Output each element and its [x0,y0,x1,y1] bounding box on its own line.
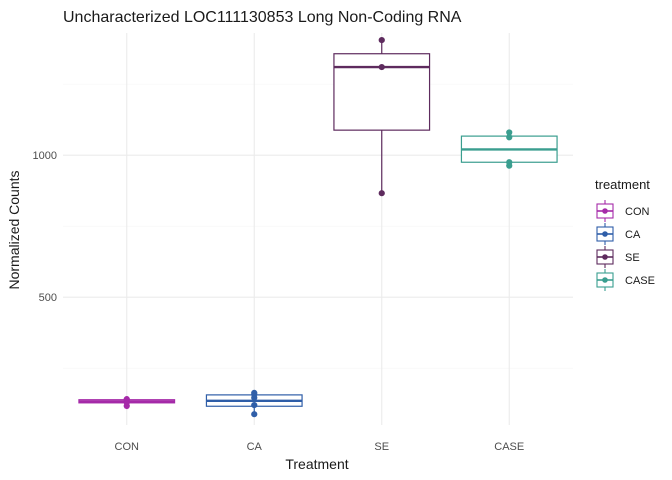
x-tick-label: CA [247,441,263,453]
legend-title: treatment [595,177,650,192]
legend-item-se: SE [596,246,640,268]
data-point-se [378,37,385,44]
data-point-case [506,134,513,141]
y-axis-title: Normalized Counts [6,170,22,289]
data-point-ca [251,389,258,397]
x-tick-label: CASE [494,441,524,453]
y-tick-label: 500 [39,292,57,304]
x-axis-title: Treatment [285,456,348,472]
data-point-case [506,159,513,166]
data-point-case [506,129,513,136]
boxplot-se [333,40,431,194]
y-axis-ticks: 500 1000 [33,150,57,304]
boxplots [78,40,558,415]
data-point-con [123,396,130,403]
legend-label: CA [625,229,641,241]
legend-label: CON [625,206,650,218]
legend-label: SE [625,252,640,264]
legend-item-con: CON [596,200,650,222]
legend-key-point [602,277,608,283]
data-points [123,37,513,418]
legend-key-point [602,208,608,214]
data-point-ca [251,411,258,418]
data-point-se [378,63,385,71]
legend-key-point [602,231,608,237]
legend-label: CASE [625,275,655,287]
data-point-ca [251,402,258,409]
x-axis-ticks: CON CA SE CASE [115,441,525,453]
boxplot-case [460,132,558,166]
legend-item-ca: CA [596,223,641,245]
y-tick-label: 1000 [33,150,57,162]
x-tick-label: CON [115,441,140,453]
chart-title: Uncharacterized LOC111130853 Long Non-Co… [63,9,462,26]
x-tick-label: SE [374,441,389,453]
grid [63,33,573,425]
legend-key-point [602,254,608,260]
data-point-se [378,190,385,197]
legend-item-case: CASE [596,269,655,291]
